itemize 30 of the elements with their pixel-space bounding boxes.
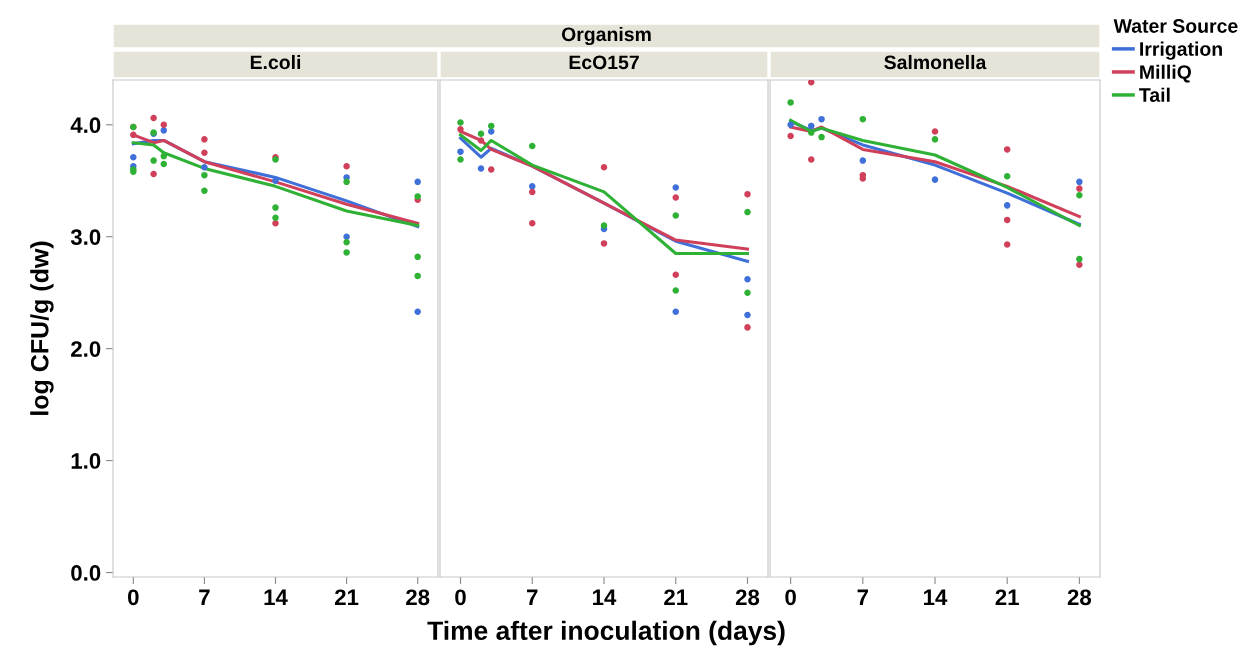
y-tick-label: 1.0 (71, 453, 101, 469)
chart-title: EcO157 (569, 55, 639, 70)
legend-label: Irrigation (1140, 41, 1222, 60)
y-axis-title: log CFU/g (dw) (30, 241, 54, 415)
x-tick-label: 14 (924, 589, 948, 605)
x-tick-label: 0 (455, 589, 466, 606)
x-tick-label: 28 (406, 589, 430, 606)
x-tick-label: 0 (785, 589, 796, 606)
y-tick-label: 0.0 (71, 565, 101, 581)
x-tick-label: 7 (527, 589, 538, 605)
x-tick-label: 28 (735, 589, 760, 606)
chart-title: E.coli (250, 54, 301, 70)
text: Organism (561, 26, 651, 46)
x-tick-label: 0 (128, 589, 139, 606)
legend-label: MilliQ (1140, 64, 1191, 83)
x-tick-label: 21 (995, 589, 1019, 605)
y-tick-label: 4.0 (70, 117, 101, 134)
y-tick-label: 3.0 (70, 229, 101, 246)
y-tick-label: 2.0 (71, 341, 101, 357)
legend-title: Water Source (1113, 19, 1238, 33)
x-tick-label: 28 (1067, 589, 1092, 606)
chart-title: Salmonella (884, 54, 987, 70)
x-tick-label: 14 (593, 589, 617, 605)
x-tick-label: 14 (264, 589, 288, 605)
x-tick-label: 21 (335, 589, 359, 605)
x-tick-label: 21 (664, 589, 688, 605)
x-tick-label: 7 (857, 589, 869, 605)
x-axis-title: Time after inoculation (days) (427, 620, 785, 646)
x-tick-label: 7 (199, 589, 210, 605)
legend-label: Tail (1139, 87, 1170, 102)
